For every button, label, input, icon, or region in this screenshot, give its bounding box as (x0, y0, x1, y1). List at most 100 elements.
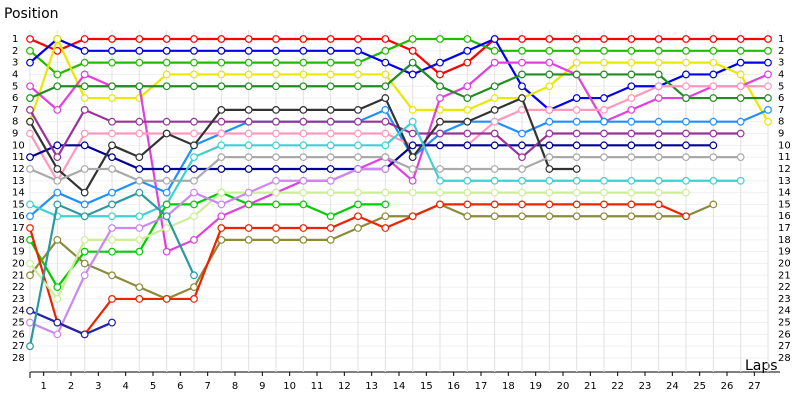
series-point (518, 70, 526, 79)
series-point (572, 200, 581, 209)
series-point (53, 165, 62, 173)
series-point (299, 82, 308, 91)
series-point (436, 200, 444, 209)
series-point (709, 117, 718, 126)
series-point (80, 259, 89, 268)
series-point (354, 129, 362, 138)
series-point (162, 212, 171, 221)
y-tick-label: 5 (12, 81, 18, 92)
series-point (217, 35, 226, 43)
series-point (108, 247, 116, 256)
series-point (190, 235, 198, 244)
series-point (490, 94, 499, 102)
series-point (682, 94, 690, 102)
series-point (572, 105, 581, 114)
series-point (26, 153, 34, 162)
series-point (463, 58, 472, 67)
y-tick-label: 9 (12, 129, 18, 140)
series-point (654, 117, 663, 126)
series-point (326, 105, 335, 114)
series-point (518, 141, 526, 150)
series-point (381, 82, 390, 91)
series-point (490, 105, 499, 114)
series-point (682, 212, 690, 221)
series-point (162, 176, 171, 185)
series-point (217, 165, 226, 173)
series-point (53, 70, 62, 79)
series-point (764, 70, 772, 79)
series-point (736, 153, 745, 162)
y-tick-label: 1 (12, 34, 18, 45)
series-point (244, 165, 253, 173)
series-point (217, 70, 226, 79)
series-point (545, 129, 554, 138)
y-tick-label-right: 1 (778, 34, 784, 45)
x-tick-label: 6 (177, 381, 183, 392)
series-point (53, 35, 62, 43)
series-point (354, 105, 362, 114)
series-point (381, 46, 390, 55)
series-point (135, 295, 144, 303)
series-point (518, 200, 526, 209)
series-line (29, 37, 768, 112)
series-point (381, 165, 390, 173)
x-tick-label: 11 (311, 381, 324, 392)
x-tick-label: 10 (283, 381, 296, 392)
series-point (26, 35, 34, 43)
series-point (600, 117, 608, 126)
series-point (518, 212, 526, 221)
series-point (654, 200, 663, 209)
x-tick-label: 3 (95, 381, 101, 392)
series-point (381, 129, 390, 138)
series-point (654, 212, 663, 221)
series-point (572, 46, 581, 55)
series-point (408, 188, 417, 197)
series-point (326, 129, 335, 138)
y-tick-label-right: 8 (778, 117, 784, 128)
series-point (490, 129, 499, 138)
series (26, 117, 745, 221)
series-point (162, 165, 171, 173)
series-point (26, 46, 34, 55)
series-point (463, 176, 472, 185)
series-point (381, 200, 390, 209)
x-tick-label: 26 (721, 381, 734, 392)
series-point (80, 165, 89, 173)
y-tick-label: 27 (12, 341, 25, 352)
series-point (244, 129, 253, 138)
y-tick-label-right: 27 (778, 341, 791, 352)
y-tick-label: 18 (12, 235, 25, 246)
series-point (518, 35, 526, 43)
series-point (545, 46, 554, 55)
y-tick-label-right: 15 (778, 199, 791, 210)
series-point (354, 224, 362, 232)
series-point (600, 188, 608, 197)
x-tick-label: 13 (365, 381, 378, 392)
y-tick-label: 28 (12, 353, 25, 364)
series-point (53, 176, 62, 185)
series-point (135, 176, 144, 185)
series-point (244, 70, 253, 79)
series-point (108, 82, 116, 91)
series-point (709, 46, 718, 55)
series-point (244, 35, 253, 43)
series-point (627, 129, 636, 138)
series-point (108, 318, 116, 327)
x-tick-label: 8 (232, 381, 238, 392)
series-point (272, 70, 280, 79)
series-point (326, 188, 335, 197)
series-point (299, 200, 308, 209)
series-point (490, 46, 499, 55)
series-point (436, 70, 444, 79)
series-point (463, 165, 472, 173)
series-point (326, 176, 335, 185)
series-point (627, 141, 636, 150)
series-point (354, 46, 362, 55)
series-point (654, 46, 663, 55)
series-point (572, 117, 581, 126)
series-point (600, 70, 608, 79)
series-point (545, 35, 554, 43)
series-point (190, 58, 198, 67)
series-point (299, 46, 308, 55)
